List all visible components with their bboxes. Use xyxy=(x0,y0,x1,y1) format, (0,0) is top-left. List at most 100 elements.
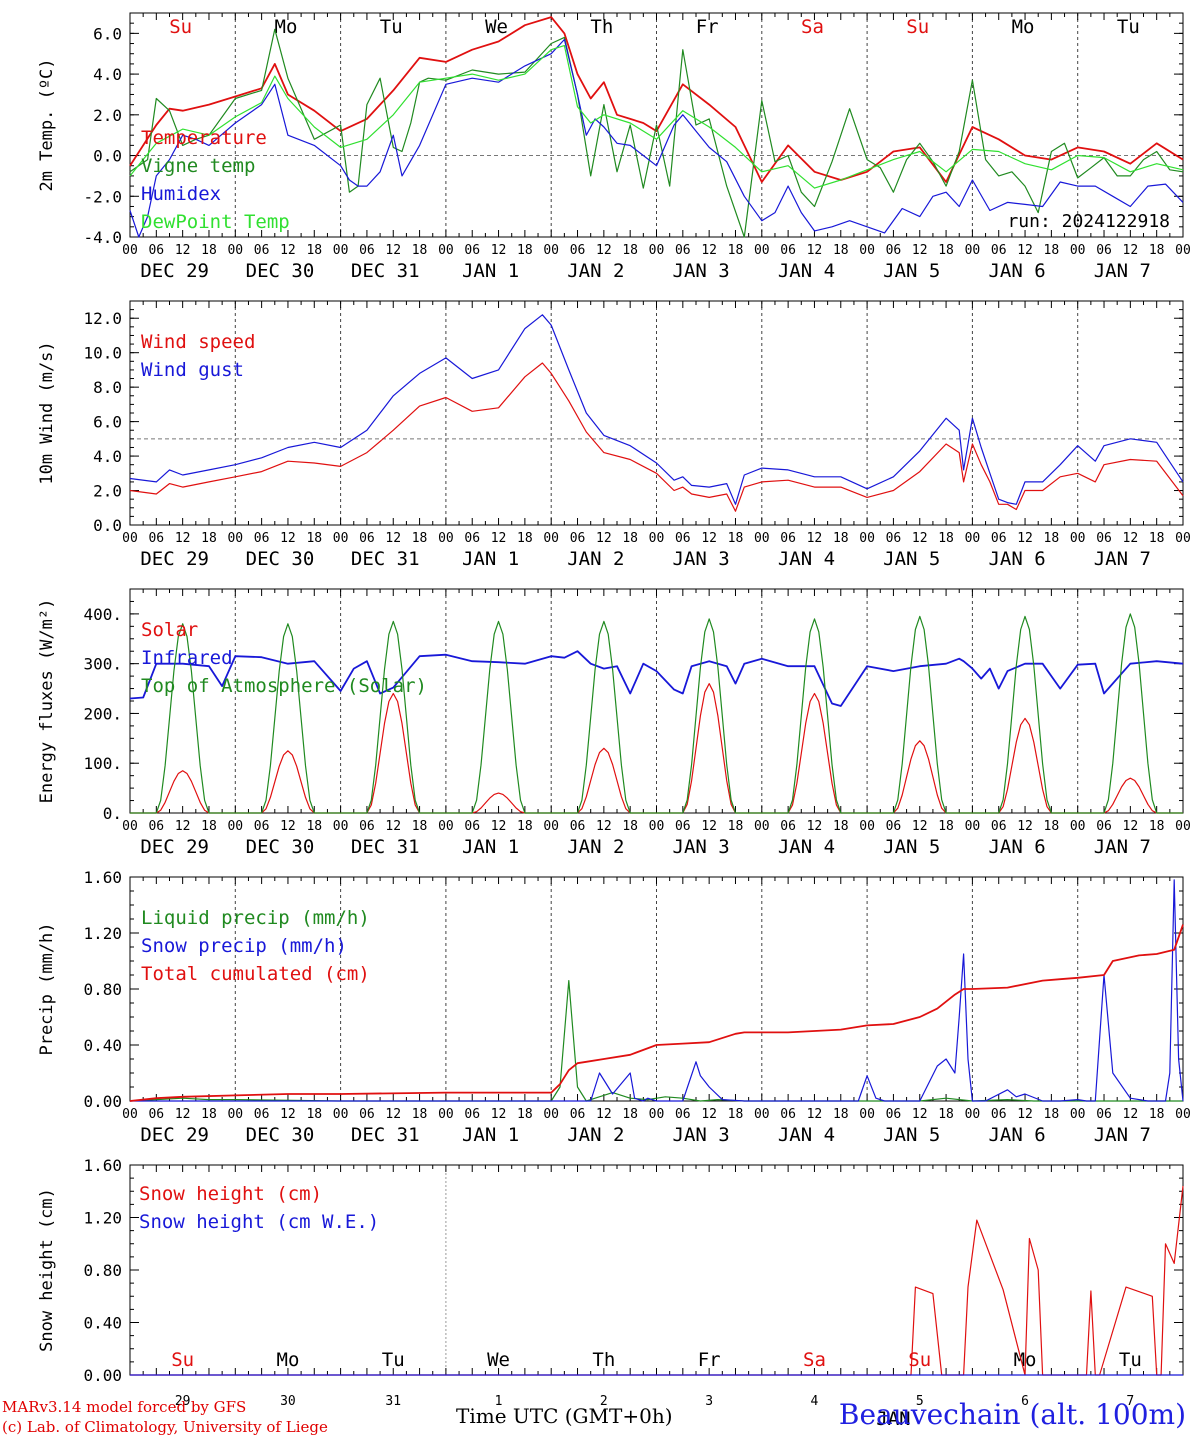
hour-label: 06 xyxy=(359,243,375,258)
hour-label: 12 xyxy=(1123,531,1139,546)
hour-label: 06 xyxy=(254,243,270,258)
y-tick-label: 1.20 xyxy=(83,924,122,943)
hour-label: 12 xyxy=(1017,1107,1033,1122)
hour-label: 00 xyxy=(122,243,138,258)
hour-label: 06 xyxy=(780,819,796,834)
hour-label: 12 xyxy=(596,1107,612,1122)
day-label: JAN 3 xyxy=(673,836,730,858)
y-tick-label: 100. xyxy=(83,754,122,773)
hour-label: 06 xyxy=(780,1107,796,1122)
y-axis-label: 10m Wind (m/s) xyxy=(37,341,57,484)
day-label: DEC 31 xyxy=(351,548,420,570)
legend-entry: Liquid precip (mm/h) xyxy=(141,907,370,929)
day-label: DEC 30 xyxy=(246,836,315,858)
hour-label: 18 xyxy=(306,819,322,834)
hour-label: 12 xyxy=(1123,1107,1139,1122)
hour-label: 06 xyxy=(991,531,1007,546)
y-tick-label: 12.0 xyxy=(83,309,122,328)
legend-entry: Top of Atmosphere (Solar) xyxy=(141,675,427,697)
hour-label: 12 xyxy=(280,531,296,546)
day-label: JAN 4 xyxy=(778,1124,835,1146)
hour-label: 00 xyxy=(859,243,875,258)
hour-label: 12 xyxy=(280,819,296,834)
hour-label: 18 xyxy=(1044,243,1060,258)
y-tick-label: 6.0 xyxy=(93,413,122,432)
y-tick-label: 2.0 xyxy=(93,106,122,125)
day-label: DEC 30 xyxy=(246,548,315,570)
y-tick-label: 1.20 xyxy=(83,1209,122,1228)
hour-label: 12 xyxy=(807,243,823,258)
day-number-label: 1 xyxy=(495,1394,503,1409)
hour-label: 12 xyxy=(491,243,507,258)
legend-entry: Temperature xyxy=(141,127,267,149)
hour-label: 12 xyxy=(491,1107,507,1122)
weekday-label: Tu xyxy=(1119,1349,1142,1371)
hour-label: 00 xyxy=(754,819,770,834)
hour-label: 12 xyxy=(1123,243,1139,258)
day-label: JAN 6 xyxy=(988,260,1045,282)
day-label: JAN 7 xyxy=(1094,836,1151,858)
y-tick-label: -4.0 xyxy=(83,228,122,247)
hour-label: 06 xyxy=(570,531,586,546)
hour-label: 00 xyxy=(543,531,559,546)
y-tick-label: 0.40 xyxy=(83,1314,122,1333)
run-label: run: 2024122918 xyxy=(1007,211,1170,232)
day-number-label: 7 xyxy=(1126,1394,1134,1409)
day-label: JAN 2 xyxy=(567,260,624,282)
legend-entry: Humidex xyxy=(141,183,221,205)
y-tick-label: 1.60 xyxy=(83,1156,122,1175)
weekday-label: Sa xyxy=(803,1349,826,1371)
hour-label: 00 xyxy=(227,531,243,546)
hour-label: 12 xyxy=(807,819,823,834)
hour-label: 00 xyxy=(859,1107,875,1122)
hour-label: 18 xyxy=(412,1107,428,1122)
y-tick-label: 0.0 xyxy=(93,516,122,535)
hour-label: 00 xyxy=(543,243,559,258)
y-tick-label: 200. xyxy=(83,704,122,723)
day-label: JAN 6 xyxy=(988,1124,1045,1146)
weekday-label: Th xyxy=(590,16,613,38)
hour-label: 12 xyxy=(385,531,401,546)
y-tick-label: 400. xyxy=(83,605,122,624)
hour-label: 18 xyxy=(833,531,849,546)
series-line xyxy=(129,362,1184,512)
day-number-label: 6 xyxy=(1021,1394,1029,1409)
hour-label: 18 xyxy=(1044,1107,1060,1122)
hour-label: 18 xyxy=(517,1107,533,1122)
hour-label: 06 xyxy=(780,531,796,546)
weekday-label: Su xyxy=(171,1349,194,1371)
y-tick-label: 1.60 xyxy=(83,868,122,887)
day-label: DEC 31 xyxy=(351,836,420,858)
day-number-label: 30 xyxy=(280,1394,296,1409)
hour-label: 12 xyxy=(385,819,401,834)
hour-label: 12 xyxy=(385,243,401,258)
hour-label: 00 xyxy=(333,531,349,546)
legend-entry: Snow precip (mm/h) xyxy=(141,935,347,957)
hour-label: 12 xyxy=(912,819,928,834)
hour-label: 12 xyxy=(1017,243,1033,258)
series-line xyxy=(129,28,1184,238)
day-label: JAN 4 xyxy=(778,260,835,282)
hour-label: 06 xyxy=(991,243,1007,258)
series-line xyxy=(129,44,1184,189)
hour-label: 06 xyxy=(254,1107,270,1122)
credit-model: MARv3.14 model forced by GFS xyxy=(2,1398,247,1416)
weekday-label: Su xyxy=(908,1349,931,1371)
hour-label: 00 xyxy=(438,819,454,834)
day-label: JAN 4 xyxy=(778,836,835,858)
hour-label: 18 xyxy=(833,243,849,258)
hour-label: 06 xyxy=(464,1107,480,1122)
series-line xyxy=(129,38,1184,238)
hour-label: 06 xyxy=(886,531,902,546)
hour-label: 06 xyxy=(464,243,480,258)
hour-label: 12 xyxy=(701,1107,717,1122)
day-label: JAN 1 xyxy=(462,260,519,282)
hour-label: 12 xyxy=(1017,531,1033,546)
hour-label: 12 xyxy=(175,243,191,258)
day-label: DEC 30 xyxy=(246,260,315,282)
hour-label: 06 xyxy=(675,243,691,258)
hour-label: 00 xyxy=(438,243,454,258)
day-number-label: 3 xyxy=(705,1394,713,1409)
hour-label: 18 xyxy=(517,243,533,258)
hour-label: 12 xyxy=(596,243,612,258)
